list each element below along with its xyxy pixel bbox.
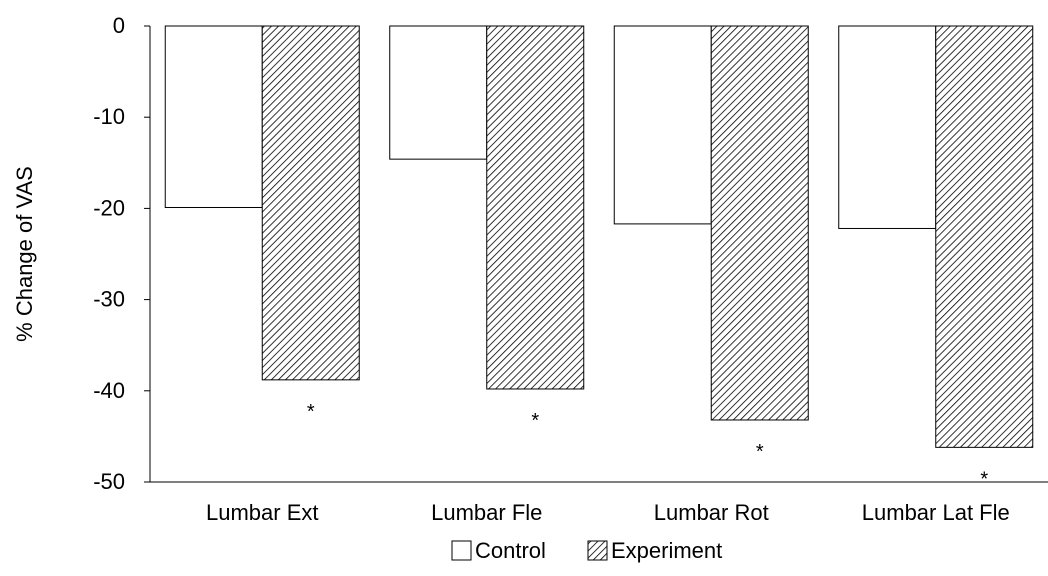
- bar-experiment: [486, 25, 585, 390]
- x-tick-label: Lumbar Lat Fle: [862, 500, 1010, 525]
- y-tick-label: -30: [93, 287, 125, 312]
- bar-experiment: [710, 25, 809, 421]
- legend-swatch-control: [451, 540, 472, 561]
- bar-control: [613, 25, 712, 225]
- bar-experiment: [261, 25, 360, 381]
- significance-marker: *: [307, 401, 315, 423]
- bar-experiment: [935, 25, 1034, 448]
- bar-control: [164, 25, 263, 208]
- significance-marker: *: [756, 441, 764, 463]
- bar-control: [389, 25, 488, 160]
- significance-marker: *: [531, 410, 539, 432]
- y-tick-label: -10: [93, 104, 125, 129]
- y-tick-label: -50: [93, 469, 125, 494]
- x-tick-label: Lumbar Fle: [431, 500, 542, 525]
- legend-label: Experiment: [611, 538, 722, 563]
- y-tick-label: 0: [113, 13, 125, 38]
- legend-label: Control: [475, 538, 546, 563]
- bar-control: [838, 25, 937, 229]
- legend-swatch-experiment: [587, 540, 608, 561]
- x-tick-label: Lumbar Ext: [206, 500, 319, 525]
- y-tick-label: -40: [93, 378, 125, 403]
- y-tick-label: -20: [93, 195, 125, 220]
- significance-marker: *: [980, 468, 988, 490]
- x-tick-label: Lumbar Rot: [654, 500, 769, 525]
- y-axis-title: % Change of VAS: [12, 166, 37, 342]
